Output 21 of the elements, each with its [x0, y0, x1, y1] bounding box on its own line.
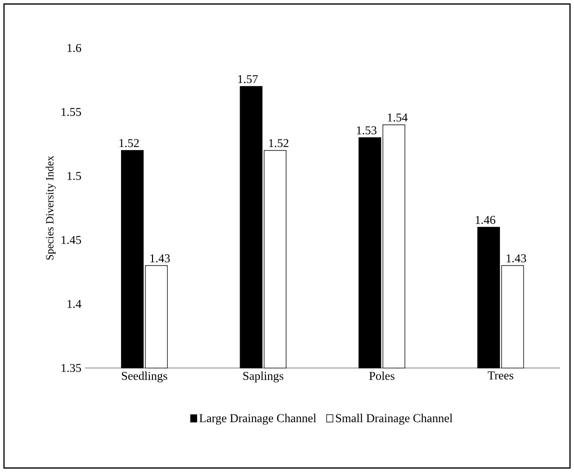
y-tick-label: 1.5	[68, 172, 82, 180]
data-label: 1.54	[388, 114, 408, 122]
x-tick-label: Saplings	[243, 372, 284, 382]
data-label: 1.52	[269, 139, 288, 148]
x-tick-label: Seedlings	[122, 372, 168, 382]
y-tick-label: 1.4	[68, 300, 82, 308]
y-tick-label: 1.35	[62, 364, 82, 372]
legend-label: Large Drainage Channel	[199, 414, 316, 425]
data-label: 1.46	[476, 216, 496, 224]
y-axis-title: Species Diversity Index	[46, 156, 56, 260]
data-label: 1.53	[357, 126, 376, 134]
data-label: 1.43	[150, 254, 170, 262]
data-label: 1.43	[506, 254, 526, 262]
y-tick-label: 1.45	[62, 236, 82, 244]
data-label: 1.52	[120, 139, 139, 148]
x-tick-label: Trees	[488, 372, 514, 380]
x-tick-label: Poles	[369, 372, 394, 380]
y-tick-label: 1.6	[68, 44, 82, 52]
y-tick-label: 1.55	[62, 108, 82, 116]
data-label: 1.57	[238, 75, 258, 84]
legend-label: Small Drainage Channel	[336, 414, 452, 425]
